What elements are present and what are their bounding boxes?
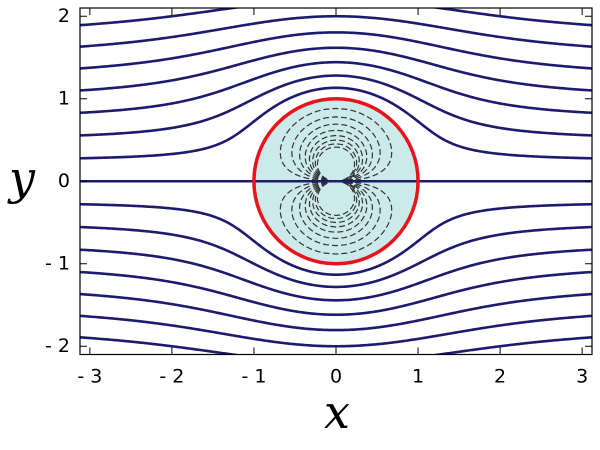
streamline	[80, 86, 592, 160]
inner-streamline	[299, 123, 373, 182]
streamline	[80, 314, 592, 348]
x-tick-label: 0	[330, 366, 342, 388]
y-tick-label: 2	[58, 5, 70, 27]
x-axis-label: x	[324, 385, 350, 439]
x-tick-label: 2	[494, 366, 506, 388]
streamline	[80, 225, 592, 289]
inner-streamline	[308, 180, 364, 228]
inner-streamline	[312, 180, 360, 224]
x-tick-label: - 3	[77, 366, 102, 388]
y-tick-label: - 2	[45, 335, 70, 357]
streamline	[80, 14, 592, 48]
streamline	[80, 336, 592, 355]
streamline	[80, 74, 592, 137]
x-tick-label: 3	[576, 366, 588, 388]
y-axis-label: y	[7, 151, 36, 205]
cylinder-outline	[252, 97, 420, 266]
inner-streamline	[291, 180, 381, 247]
streamline	[80, 46, 592, 92]
y-tick-label: 0	[58, 170, 70, 192]
inner-streamline	[316, 180, 356, 217]
inner-streamline	[308, 134, 364, 182]
streamline	[80, 8, 592, 27]
streamline	[80, 248, 592, 302]
inner-streamline	[316, 146, 356, 182]
y-tick-label: 1	[58, 87, 70, 109]
streamline	[80, 270, 592, 317]
y-tick-label: - 1	[45, 252, 70, 274]
streamline	[80, 292, 592, 332]
x-tick-label: - 1	[241, 366, 266, 388]
x-tick-label: - 2	[159, 366, 184, 388]
x-tick-label: 1	[412, 366, 424, 388]
inner-streamline	[279, 180, 393, 255]
inner-streamline	[279, 107, 393, 182]
plot-area	[80, 8, 592, 355]
inner-streamline	[312, 139, 360, 182]
streamline	[80, 31, 592, 70]
inner-streamline	[299, 180, 373, 240]
streamline	[80, 202, 592, 277]
inner-streamline	[291, 116, 381, 182]
streamline	[80, 60, 592, 115]
